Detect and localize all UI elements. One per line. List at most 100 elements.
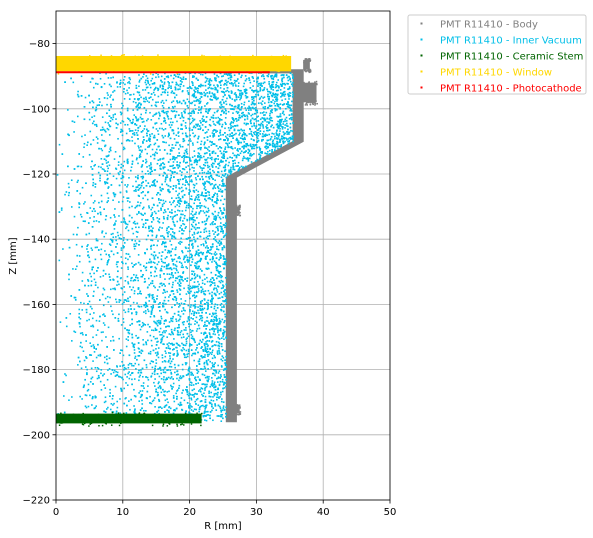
data-point: [243, 137, 246, 140]
data-point: [289, 87, 291, 90]
data-point: [132, 185, 134, 188]
data-point: [162, 109, 165, 112]
data-point: [211, 380, 214, 382]
data-point: [180, 262, 183, 265]
data-point: [250, 119, 252, 121]
data-point: [161, 336, 164, 339]
data-point: [222, 166, 225, 169]
data-point: [161, 91, 164, 94]
data-point: [271, 141, 274, 143]
data-point: [99, 211, 102, 214]
data-point: [88, 300, 91, 303]
data-point: [89, 272, 91, 275]
data-point: [226, 137, 228, 139]
data-point: [156, 341, 158, 343]
data-point: [58, 143, 61, 146]
data-point: [195, 330, 198, 332]
data-point: [280, 137, 283, 140]
data-point: [219, 274, 222, 276]
data-point: [158, 398, 160, 401]
data-point: [155, 212, 157, 215]
data-point: [87, 383, 90, 386]
data-point: [183, 321, 185, 323]
data-point: [269, 116, 272, 119]
data-point: [129, 255, 131, 258]
data-point: [123, 76, 126, 78]
data-point: [235, 214, 237, 217]
data-point: [209, 278, 212, 281]
data-point: [232, 164, 234, 167]
data-point: [207, 207, 210, 210]
data-point: [203, 143, 205, 146]
data-point: [187, 372, 190, 375]
data-point: [233, 205, 235, 208]
data-point: [224, 315, 227, 318]
data-point: [223, 292, 226, 294]
data-point: [145, 302, 148, 305]
data-point: [233, 168, 236, 171]
data-point: [194, 96, 197, 99]
data-point: [268, 133, 271, 136]
data-point: [184, 300, 187, 302]
data-point: [186, 98, 189, 101]
data-point: [205, 414, 208, 417]
data-point: [224, 172, 227, 175]
data-point: [161, 127, 163, 130]
data-point: [210, 87, 213, 90]
data-point: [190, 371, 193, 374]
data-point: [212, 134, 214, 137]
data-point: [151, 265, 153, 268]
data-point: [206, 340, 209, 342]
data-point: [221, 378, 224, 381]
data-point: [167, 81, 169, 83]
data-point: [99, 206, 101, 208]
data-point: [112, 175, 115, 178]
data-point: [223, 325, 226, 328]
data-point: [169, 158, 172, 161]
data-point: [206, 235, 209, 238]
data-point: [223, 157, 226, 159]
data-point: [108, 367, 111, 370]
data-point: [111, 397, 114, 400]
data-point: [107, 187, 109, 189]
data-point: [199, 155, 202, 157]
data-point: [167, 249, 170, 252]
data-point: [140, 212, 142, 215]
data-point: [169, 153, 172, 155]
data-point: [205, 158, 208, 161]
data-point: [277, 136, 280, 138]
data-point: [171, 260, 174, 262]
data-point: [207, 368, 209, 370]
data-point: [204, 181, 206, 183]
data-point: [147, 277, 150, 280]
data-point: [201, 73, 204, 76]
data-point: [205, 350, 208, 352]
data-point: [159, 189, 162, 191]
data-point: [200, 156, 203, 159]
data-point: [255, 106, 257, 109]
data-point: [171, 209, 173, 211]
data-point: [125, 190, 128, 192]
data-point: [127, 372, 129, 375]
data-point: [213, 384, 216, 386]
data-point: [151, 77, 154, 80]
data-point: [183, 348, 185, 351]
data-point: [215, 216, 218, 219]
data-point: [141, 275, 144, 278]
data-point: [220, 291, 223, 294]
data-point: [265, 125, 267, 128]
data-point: [81, 280, 84, 282]
data-point: [271, 81, 274, 83]
data-point: [193, 161, 196, 164]
data-point: [166, 267, 169, 270]
data-point: [86, 254, 89, 257]
data-point: [132, 364, 135, 367]
data-point: [272, 83, 274, 86]
data-point: [282, 131, 285, 133]
data-point: [193, 213, 196, 216]
data-point: [283, 95, 286, 97]
data-point: [166, 391, 169, 393]
data-point: [114, 216, 116, 218]
data-point: [175, 110, 178, 113]
data-point: [274, 107, 276, 110]
